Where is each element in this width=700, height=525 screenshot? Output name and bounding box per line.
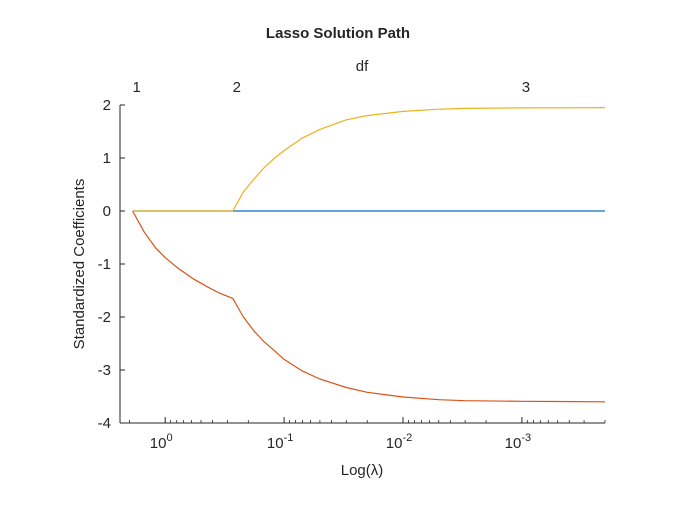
y-tick-label: 1	[103, 150, 111, 167]
df-tick-label: 2	[233, 79, 241, 96]
y-tick-label: 0	[103, 203, 111, 220]
y-tick-label: -1	[98, 256, 111, 273]
axes-frame	[119, 105, 605, 424]
x-tick-label: 10-3	[505, 432, 531, 452]
y-tick-label: -4	[98, 415, 111, 432]
series-line-3	[132, 107, 606, 212]
y-tick-label: 2	[103, 97, 111, 114]
x-tick-label: 10-2	[386, 432, 412, 452]
chart-title: Lasso Solution Path	[266, 25, 410, 42]
x-tick-label: 100	[150, 432, 173, 452]
series-line-2	[132, 210, 606, 403]
x-tick-label: 10-1	[267, 432, 293, 452]
x-axis-label: Log(λ)	[341, 462, 384, 479]
y-tick-label: -2	[98, 309, 111, 326]
y-axis-label: Standardized Coefficients	[71, 179, 88, 350]
top-axis-label: df	[356, 58, 369, 75]
y-tick-label: -3	[98, 362, 111, 379]
df-tick-label: 1	[132, 79, 140, 96]
df-tick-label: 3	[522, 79, 530, 96]
